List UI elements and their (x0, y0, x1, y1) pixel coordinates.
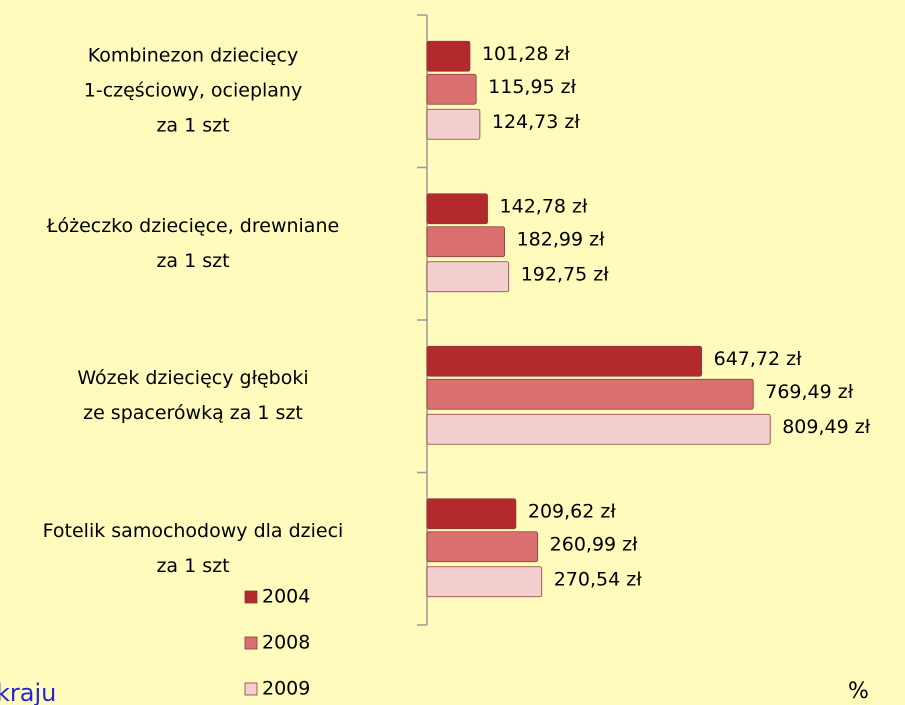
annotation: kraju (0, 679, 56, 705)
category-label: Fotelik samochodowy dla dzieci za 1 szt (42, 519, 344, 577)
data-label: 124,73 zł (492, 111, 580, 133)
bar (426, 413, 771, 445)
data-label: 769,49 zł (765, 381, 853, 403)
legend-swatch (244, 590, 258, 604)
data-label: 647,72 zł (714, 348, 802, 370)
data-label: 192,75 zł (521, 263, 609, 285)
legend-swatch (244, 682, 258, 696)
legend-label: 2008 (262, 632, 310, 654)
bar (426, 261, 510, 293)
data-label: 809,49 zł (782, 416, 870, 438)
bar (426, 226, 505, 258)
data-label: 182,99 zł (517, 228, 605, 250)
bar (426, 378, 754, 410)
bar (426, 498, 517, 530)
data-label: 142,78 zł (500, 195, 588, 217)
annotation: % (848, 679, 869, 704)
bar (426, 40, 471, 72)
bar (426, 193, 488, 225)
bar (426, 345, 703, 377)
legend-swatch (244, 636, 258, 650)
data-label: 260,99 zł (550, 533, 638, 555)
data-label: 209,62 zł (528, 500, 616, 522)
bar (426, 566, 543, 598)
data-label: 101,28 zł (482, 43, 570, 65)
data-label: 115,95 zł (488, 76, 576, 98)
bar (426, 531, 539, 563)
category-label: Łóżeczko dziecięce, drewniane za 1 szt (46, 214, 340, 272)
legend-label: 2009 (262, 678, 310, 700)
legend-label: 2004 (262, 586, 310, 608)
bar (426, 73, 477, 105)
data-label: 270,54 zł (554, 568, 642, 590)
category-label: Kombinezon dziecięcy 1-częściowy, ociepl… (83, 44, 303, 137)
bar (426, 108, 481, 140)
category-label: Wózek dziecięcy głęboki ze spacerówką za… (77, 367, 309, 425)
